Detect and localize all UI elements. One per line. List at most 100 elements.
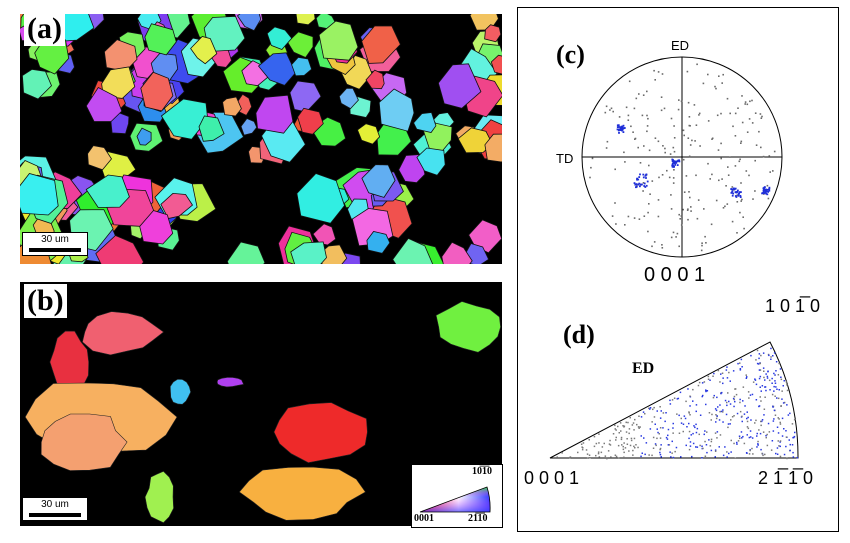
pole-point <box>657 431 659 434</box>
pole-point <box>772 420 775 422</box>
pole-point <box>737 193 740 195</box>
pole-point <box>683 415 686 417</box>
pole-point <box>714 85 716 88</box>
pole-point <box>794 431 796 434</box>
grain <box>144 23 177 56</box>
pole-point <box>783 380 785 382</box>
pole-point <box>611 215 614 217</box>
pole-point <box>646 125 649 127</box>
pole-point <box>768 188 770 191</box>
pole-point <box>685 444 687 447</box>
pole-point <box>741 95 743 97</box>
pole-point <box>627 421 629 424</box>
pole-point <box>764 188 767 191</box>
pole-point <box>642 190 644 192</box>
pole-point <box>680 417 682 420</box>
pole-point <box>642 173 645 176</box>
pole-point <box>614 428 616 430</box>
pole-point <box>755 359 757 361</box>
pole-point <box>789 449 791 452</box>
pole-point <box>709 445 712 447</box>
pole-point <box>620 129 622 131</box>
grain <box>416 147 446 176</box>
pole-point <box>704 440 706 443</box>
pole-point <box>692 388 694 391</box>
pole-point <box>707 162 709 165</box>
pole-point <box>717 149 720 151</box>
pole-point <box>672 182 675 184</box>
pole-point <box>768 431 771 433</box>
pole-point <box>728 371 730 374</box>
pole-point <box>757 440 759 443</box>
pole-point <box>722 421 724 423</box>
pole-point <box>770 358 772 360</box>
pole-point <box>644 186 647 188</box>
pole-point <box>722 409 724 411</box>
pole-point <box>627 114 630 117</box>
pole-point <box>783 401 786 404</box>
pole-point <box>642 411 645 413</box>
pole-point <box>643 182 646 185</box>
pole-point <box>714 408 717 410</box>
pole-point <box>783 428 785 430</box>
pole-point <box>736 201 739 203</box>
pole-point <box>730 419 732 421</box>
pole-point <box>726 451 728 453</box>
pole-point <box>649 407 652 409</box>
pole-point <box>774 374 776 376</box>
pole-point <box>623 151 625 154</box>
pole-point <box>733 395 736 398</box>
pole-point <box>597 451 600 453</box>
grain <box>366 231 391 254</box>
pole-point <box>716 415 718 417</box>
pole-point <box>639 183 642 186</box>
pole-point <box>686 426 688 428</box>
grain <box>203 15 246 52</box>
grain <box>295 14 316 26</box>
pole-point <box>701 445 703 447</box>
pole-point <box>726 97 729 100</box>
pole-figure-pole-label: 0 0 0 1 <box>644 264 706 286</box>
pole-point <box>672 162 674 165</box>
pole-point <box>682 430 684 433</box>
pole-point <box>695 404 698 406</box>
pole-point <box>768 354 770 357</box>
pole-point <box>760 390 762 392</box>
pole-point <box>623 456 625 458</box>
pole-point <box>725 413 728 416</box>
pole-point <box>688 155 691 158</box>
pole-point <box>760 424 762 427</box>
pole-point <box>674 450 676 453</box>
pole-point <box>764 379 766 381</box>
grain <box>378 88 415 132</box>
pole-point <box>672 422 674 425</box>
pole-point <box>778 418 780 420</box>
pole-point <box>731 194 734 197</box>
pole-point <box>642 94 645 96</box>
pole-point <box>786 457 788 460</box>
pole-point <box>604 111 607 114</box>
pole-point <box>729 112 731 115</box>
pole-point <box>662 412 665 414</box>
pole-point <box>716 396 718 399</box>
pole-point <box>757 443 759 445</box>
pole-point <box>769 389 771 391</box>
pole-point <box>630 437 633 440</box>
pole-point <box>643 215 646 217</box>
pole-point <box>637 446 639 449</box>
pole-point <box>580 443 583 445</box>
pole-point <box>756 446 758 448</box>
pole-point <box>748 453 751 455</box>
pole-point <box>698 114 700 116</box>
pole-point <box>581 446 583 448</box>
grain <box>87 145 112 171</box>
pole-point <box>662 145 664 147</box>
pole-point <box>739 410 742 413</box>
pole-point <box>738 191 741 193</box>
pole-point <box>748 397 750 399</box>
pole-point <box>792 456 795 458</box>
pole-point <box>659 437 662 439</box>
pole-point <box>733 415 735 417</box>
pole-point <box>649 408 651 410</box>
pole-point <box>776 397 778 399</box>
